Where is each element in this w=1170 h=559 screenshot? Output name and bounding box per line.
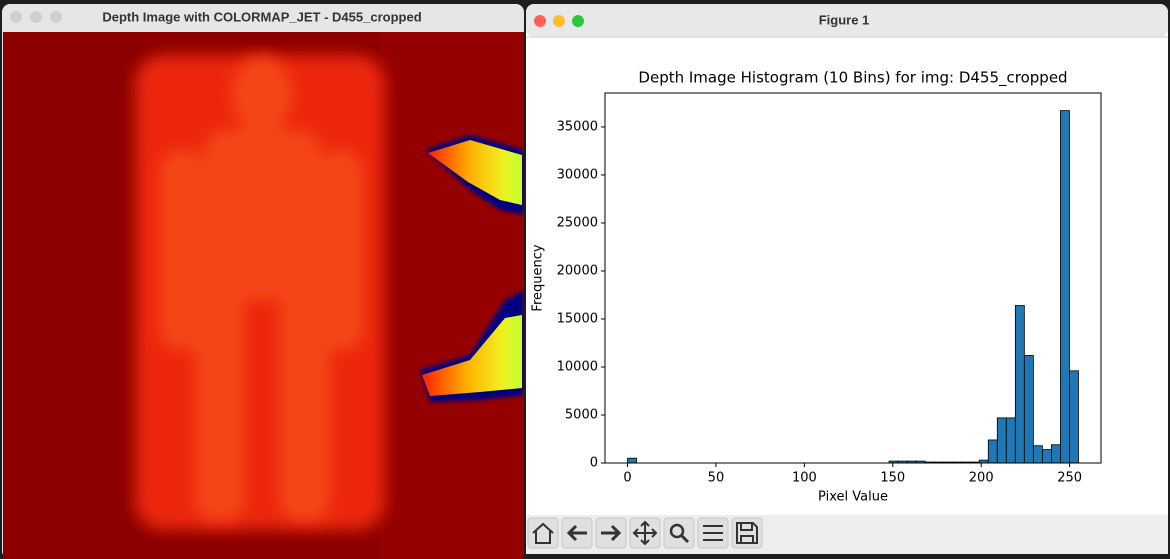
minimize-button[interactable] <box>30 11 42 23</box>
window-title: Depth Image with COLORMAP_JET - D455_cro… <box>102 9 421 24</box>
bar <box>1005 417 1016 464</box>
x-tick-label: 200 <box>969 471 994 486</box>
configure-icon <box>703 525 723 541</box>
back-icon <box>566 524 587 542</box>
zoom-rect-button[interactable] <box>663 517 695 549</box>
x-tick-label: 250 <box>1057 471 1082 486</box>
window-title: Figure 1 <box>819 12 870 27</box>
y-tick-label: 30000 <box>557 167 598 182</box>
x-axis-label: Pixel Value <box>818 490 888 505</box>
bar <box>1051 444 1061 464</box>
chart-title: Depth Image Histogram (10 Bins) for img:… <box>638 69 1067 88</box>
forward-icon <box>601 524 622 542</box>
y-tick-label: 20000 <box>557 263 598 278</box>
bar <box>1060 110 1070 464</box>
x-tick-label: 50 <box>708 471 725 486</box>
bar <box>1014 305 1025 464</box>
bar <box>1041 449 1052 464</box>
x-tick-label: 0 <box>623 471 631 486</box>
bar <box>1023 355 1034 464</box>
x-tick-label: 150 <box>880 471 905 486</box>
y-tick-label: 5000 <box>565 407 598 422</box>
bar <box>996 417 1007 464</box>
close-button[interactable] <box>534 15 546 27</box>
minimize-button[interactable] <box>553 15 565 27</box>
zoom-icon <box>669 523 685 539</box>
toolbar-buttons <box>527 517 763 549</box>
y-tick-label: 15000 <box>557 311 598 326</box>
close-button[interactable] <box>10 11 22 23</box>
x-tick-label: 100 <box>792 471 817 486</box>
zoom-button[interactable] <box>572 15 584 27</box>
histogram: 0 5000 10000 15000 20000 25000 30000 35000 0 50 10… <box>557 110 1082 486</box>
y-tick-label: 10000 <box>557 359 598 374</box>
zoom-button[interactable] <box>50 11 62 23</box>
bar <box>1032 445 1043 464</box>
save-icon <box>736 522 758 544</box>
figure-window: Figure 1 Depth Image Histogram (10 Bins)… <box>526 4 1168 554</box>
y-tick-label: 25000 <box>557 215 598 230</box>
depth-image <box>3 32 524 559</box>
y-tick-label: 0 <box>590 456 598 471</box>
y-tick-label: 35000 <box>557 119 598 134</box>
y-axis-label: Frequency <box>531 244 546 311</box>
pan-icon <box>632 520 658 546</box>
image-window: Depth Image with COLORMAP_JET - D455_cro… <box>2 4 524 559</box>
axes-frame <box>604 92 1102 464</box>
home-icon <box>532 522 554 544</box>
title-bar <box>526 4 1168 37</box>
bar <box>1069 370 1079 464</box>
zoom-icon-handle <box>679 533 690 544</box>
bar <box>627 457 637 464</box>
bar <box>987 439 998 464</box>
